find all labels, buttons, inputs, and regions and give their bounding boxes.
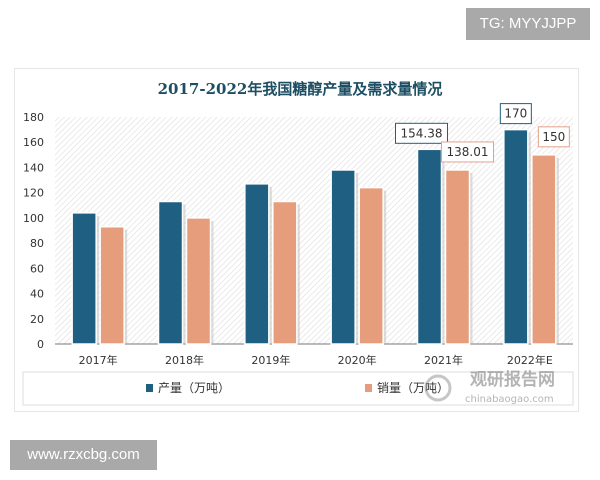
data-label: 170 xyxy=(504,107,527,121)
y-tick-label: 140 xyxy=(23,161,44,174)
bar-sales xyxy=(358,186,384,345)
data-label-box xyxy=(395,122,448,144)
data-label-box xyxy=(499,103,532,125)
x-tick-label: 2021年 xyxy=(424,353,463,367)
legend-swatch-sales xyxy=(365,384,372,392)
data-label: 154.38 xyxy=(401,126,443,140)
y-tick-label: 180 xyxy=(23,111,44,124)
x-tick-label: 2018年 xyxy=(165,353,204,367)
y-tick-label: 160 xyxy=(23,136,44,149)
data-label-box xyxy=(537,126,570,148)
bar-production xyxy=(416,148,443,345)
data-label: 150 xyxy=(542,130,565,144)
legend-label-production: 产量（万吨） xyxy=(158,381,230,395)
watermark-bottom: www.rzxcbg.com xyxy=(10,440,157,470)
bar-production xyxy=(244,183,270,345)
bar-production xyxy=(330,169,356,345)
chart-title: 2017-2022年我国糖醇产量及需求量情况 xyxy=(158,80,443,98)
bar-production xyxy=(503,128,529,345)
x-tick-label: 2022年E xyxy=(507,353,553,367)
y-tick-label: 0 xyxy=(37,338,44,351)
legend-box xyxy=(22,371,574,406)
bar-production xyxy=(157,200,184,345)
bar-sales xyxy=(185,217,212,345)
y-tick-label: 60 xyxy=(30,262,44,275)
logo-cn: 观研报告网 xyxy=(469,369,555,390)
data-label-box xyxy=(441,141,494,163)
watermark-top: TG: MYYJJPP xyxy=(466,8,590,40)
x-tick-label: 2020年 xyxy=(338,353,377,367)
bar-sales xyxy=(99,225,125,345)
logo-en: chinabaogao.com xyxy=(465,394,554,405)
legend-swatch-production xyxy=(146,384,153,392)
legend-label-sales: 销量（万吨） xyxy=(377,381,449,395)
y-tick-label: 120 xyxy=(23,187,44,200)
y-tick-label: 40 xyxy=(30,288,44,301)
y-tick-label: 20 xyxy=(30,313,44,326)
bar-sales xyxy=(444,169,471,345)
y-tick-label: 80 xyxy=(30,237,44,250)
x-tick-label: 2017年 xyxy=(79,353,118,367)
bar-sales xyxy=(531,154,557,345)
logo-watermark: 观研报告网 chinabaogao.com xyxy=(424,369,555,405)
bar-production xyxy=(71,212,97,345)
plot-area xyxy=(55,117,573,344)
data-label: 138.01 xyxy=(447,145,489,159)
x-tick-label: 2019年 xyxy=(251,353,290,367)
y-tick-label: 100 xyxy=(23,212,44,225)
bar-sales xyxy=(272,200,298,345)
